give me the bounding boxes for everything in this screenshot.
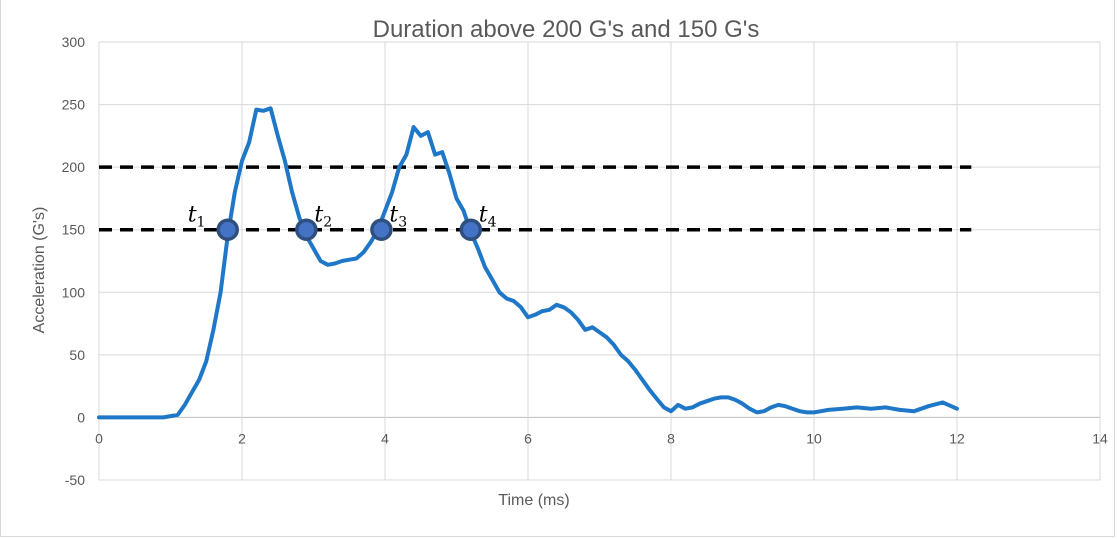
marker-label: t2 — [314, 203, 332, 231]
x-tick-label: 14 — [1092, 430, 1108, 446]
y-tick-label: 250 — [62, 97, 86, 113]
chart-title: Duration above 200 G's and 150 G's — [373, 16, 760, 43]
crossing-marker — [370, 218, 393, 241]
crossing-marker — [459, 218, 483, 241]
x-tick-label: 12 — [949, 430, 965, 446]
x-tick-labels: 0 2 4 6 8 10 12 14 — [95, 430, 1108, 446]
x-tick-label: 2 — [238, 430, 246, 446]
y-axis-title: Acceleration (G's) — [31, 207, 48, 334]
x-tick-label: 6 — [524, 430, 532, 446]
y-tick-label: -50 — [65, 472, 85, 488]
y-tick-labels: 300 250 200 150 100 50 0 -50 — [62, 34, 86, 488]
y-tick-label: 300 — [62, 34, 86, 50]
marker-label: t4 — [479, 203, 497, 231]
x-tick-label: 0 — [95, 430, 103, 446]
crossing-markers: t1 t2 t3 t4 — [188, 203, 497, 241]
x-tick-label: 8 — [667, 430, 675, 446]
y-tick-label: 200 — [62, 159, 86, 175]
y-tick-label: 100 — [62, 284, 86, 300]
gridlines — [98, 41, 1101, 481]
crossing-marker — [216, 218, 239, 241]
marker-label: t3 — [389, 203, 407, 231]
acceleration-series-line — [97, 106, 959, 420]
threshold-lines — [99, 165, 972, 232]
y-tick-label: 50 — [69, 347, 85, 363]
y-tick-label: 0 — [77, 409, 85, 425]
y-tick-label: 150 — [62, 222, 86, 238]
marker-label: t1 — [188, 203, 206, 231]
x-tick-label: 10 — [806, 430, 822, 446]
crossing-marker — [295, 218, 318, 241]
x-tick-label: 4 — [381, 430, 389, 446]
x-axis-title: Time (ms) — [498, 492, 569, 509]
